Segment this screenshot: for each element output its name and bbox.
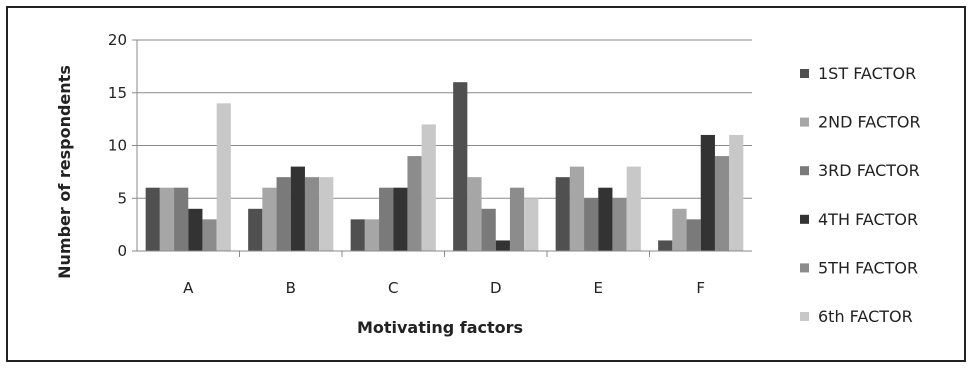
bar [467,177,481,251]
bar [672,209,686,251]
y-tick-label: 15 [108,84,127,102]
bar [305,177,319,251]
bar [379,188,393,251]
bar [217,103,231,251]
bar [524,198,538,251]
bar [365,219,379,251]
bars [146,82,744,251]
bar [146,188,160,251]
legend-swatch [800,166,809,175]
bar [291,167,305,251]
bar [248,209,262,251]
bar [262,188,276,251]
bar [584,198,598,251]
bar [556,177,570,251]
legend-label: 1ST FACTOR [818,64,916,83]
legend-swatch [800,312,809,321]
legend-label: 6th FACTOR [818,307,913,326]
x-tick-label: E [594,279,603,297]
y-tick-label: 5 [117,189,127,207]
bar [422,124,436,251]
legend-swatch [800,118,809,127]
bar [407,156,421,251]
x-tick-label: B [286,279,296,297]
legend-swatch [800,263,809,272]
y-tick-label: 10 [108,137,127,155]
y-tick-label: 20 [108,31,127,49]
bar [496,240,510,251]
bar [174,188,188,251]
bar [701,135,715,251]
bar [351,219,365,251]
x-tick-label: C [388,279,398,297]
bar [687,219,701,251]
legend-label: 3RD FACTOR [818,161,920,180]
bar [729,135,743,251]
bar [482,209,496,251]
x-tick-label: D [490,279,502,297]
bar [570,167,584,251]
bar [510,188,524,251]
x-tick-label: F [696,279,705,297]
y-tick-labels: 0 5 10 15 20 [108,31,127,260]
legend: 1ST FACTOR 2ND FACTOR 3RD FACTOR 4TH FACTOR… [800,64,921,326]
bar [319,177,333,251]
bar [627,167,641,251]
bar [393,188,407,251]
y-axis-title: Number of respondents [55,65,74,279]
bar [598,188,612,251]
x-tick-label: A [183,279,194,297]
bar [715,156,729,251]
legend-label: 5TH FACTOR [818,258,918,277]
legend-swatch [800,69,809,78]
bar [453,82,467,251]
bar [277,177,291,251]
bar [612,198,626,251]
bar [160,188,174,251]
bar [188,209,202,251]
y-tick-label: 0 [117,242,127,260]
bar [658,240,672,251]
bar [202,219,216,251]
legend-swatch [800,215,809,224]
legend-label: 4TH FACTOR [818,210,918,229]
x-axis-title: Motivating factors [357,318,523,337]
legend-label: 2ND FACTOR [818,113,921,132]
x-tick-labels: A B C D E F [183,279,705,297]
